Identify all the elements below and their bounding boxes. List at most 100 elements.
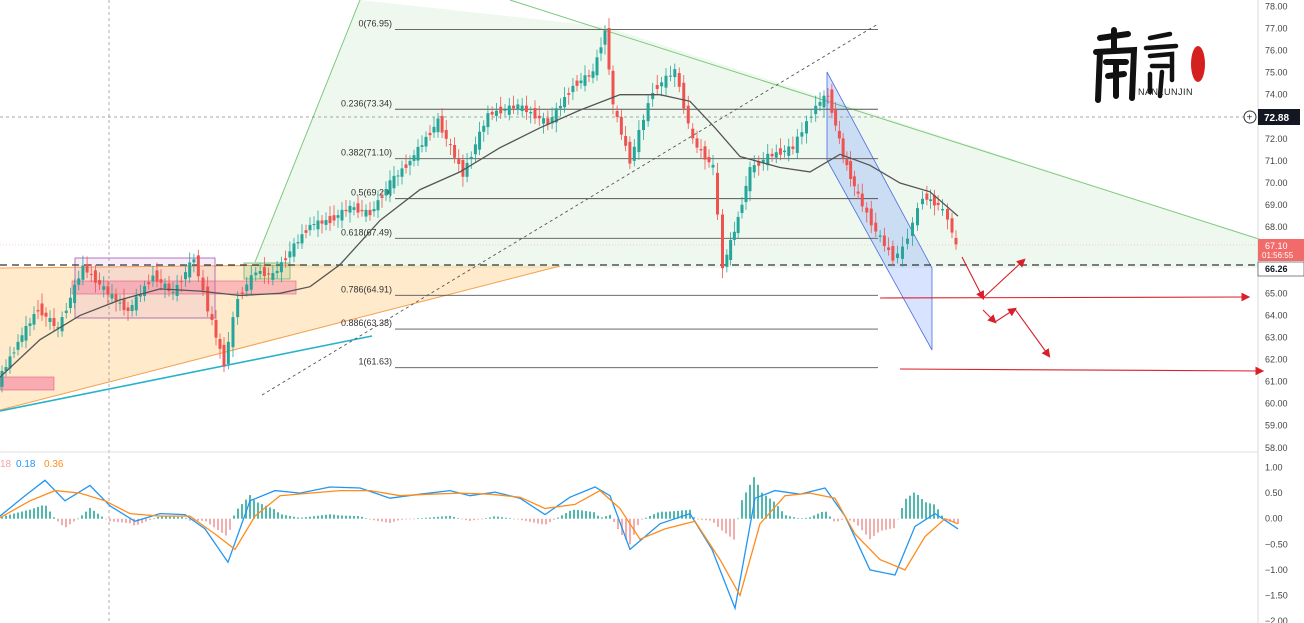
macd-histogram-bar bbox=[581, 511, 583, 519]
price-tick-label: 68.00 bbox=[1265, 222, 1288, 232]
macd-histogram-bar bbox=[197, 519, 199, 521]
fib-label-0.382: 0.382(71.10) bbox=[341, 148, 392, 158]
candle-body bbox=[94, 270, 97, 282]
candle-body bbox=[704, 146, 707, 159]
macd-histogram-bar bbox=[913, 493, 915, 519]
macd-histogram-bar bbox=[885, 519, 887, 530]
candle-body bbox=[393, 176, 396, 188]
pink-box-low[interactable] bbox=[0, 377, 54, 390]
macd-histogram-bar bbox=[705, 519, 707, 520]
macd-histogram-bar bbox=[149, 519, 151, 520]
macd-histogram-bar bbox=[777, 506, 779, 519]
macd-histogram-bar bbox=[837, 519, 839, 522]
candle-body bbox=[69, 298, 72, 308]
macd-histogram-bar bbox=[349, 516, 351, 519]
candle-body bbox=[98, 280, 101, 284]
candle-body bbox=[197, 255, 200, 276]
candle-body bbox=[642, 120, 645, 130]
candle-body bbox=[525, 106, 528, 112]
candle-body bbox=[745, 186, 748, 202]
macd-histogram-bar bbox=[185, 518, 187, 519]
candle-body bbox=[151, 276, 154, 282]
macd-histogram-bar bbox=[337, 515, 339, 518]
candle-body bbox=[737, 217, 740, 233]
macd-histogram-bar bbox=[793, 517, 795, 518]
candle-body bbox=[474, 144, 477, 154]
candle-body bbox=[73, 285, 76, 303]
macd-histogram-bar bbox=[881, 519, 883, 531]
candle-body bbox=[691, 129, 694, 139]
candle-body bbox=[280, 262, 283, 272]
projection-arrow[interactable] bbox=[983, 310, 995, 322]
projection-arrow[interactable] bbox=[1015, 309, 1049, 356]
candle-body bbox=[563, 97, 566, 107]
macd-histogram-bar bbox=[461, 519, 463, 520]
macd-histogram-bar bbox=[113, 519, 115, 522]
macd-histogram-bar bbox=[69, 519, 71, 525]
projection-arrows[interactable] bbox=[880, 257, 1262, 371]
macd-histogram-bar bbox=[301, 518, 303, 519]
candle-body bbox=[753, 165, 756, 172]
candle-body bbox=[512, 106, 515, 109]
candle-body bbox=[369, 210, 372, 215]
macd-histogram-bar bbox=[717, 519, 719, 527]
candle-body bbox=[791, 146, 794, 149]
macd-histogram-bar bbox=[797, 518, 799, 519]
macd-histogram-bar bbox=[33, 508, 35, 518]
macd-histogram-bar bbox=[737, 519, 739, 520]
candle-body bbox=[865, 208, 868, 213]
macd-histogram-bar bbox=[789, 516, 791, 518]
macd-legend-value-1: 18 bbox=[0, 459, 12, 470]
macd-histogram-bar bbox=[769, 499, 771, 519]
candle-body bbox=[470, 157, 473, 159]
candle-body bbox=[172, 292, 175, 293]
macd-legend-value-3: 0.36 bbox=[44, 459, 64, 470]
macd-histogram-bar bbox=[313, 516, 315, 519]
projection-arrow[interactable] bbox=[900, 369, 1262, 371]
macd-histogram-bar bbox=[585, 511, 587, 519]
candle-body bbox=[263, 267, 266, 276]
candle-body bbox=[887, 247, 890, 250]
macd-histogram-bar bbox=[229, 519, 231, 530]
projection-arrow[interactable] bbox=[880, 297, 1248, 298]
candle-body bbox=[600, 47, 603, 53]
pink-box-mid[interactable] bbox=[72, 281, 296, 294]
candle-body bbox=[33, 314, 36, 325]
candle-body bbox=[127, 307, 130, 311]
macd-histogram-bar bbox=[397, 519, 399, 521]
macd-histogram-bar bbox=[257, 503, 259, 519]
macd-histogram-bar bbox=[317, 516, 319, 519]
macd-histogram-bar bbox=[153, 519, 155, 520]
projection-arrow[interactable] bbox=[995, 309, 1015, 322]
macd-histogram-bar bbox=[933, 504, 935, 518]
logo-text: NANLUNJIN bbox=[1138, 87, 1193, 97]
macd-histogram-bar bbox=[921, 499, 923, 519]
macd-histogram-bar bbox=[217, 519, 219, 530]
macd-histogram-bar bbox=[925, 502, 927, 518]
macd-tick-label: −1.00 bbox=[1265, 565, 1288, 575]
macd-histogram-bar bbox=[509, 518, 511, 519]
price-tick-label: 60.00 bbox=[1265, 399, 1288, 409]
candle-body bbox=[700, 149, 703, 150]
bar-countdown: 01:56:55 bbox=[1262, 251, 1294, 260]
candle-body bbox=[741, 205, 744, 213]
candle-body bbox=[633, 147, 636, 161]
support-price-label: 66.26 bbox=[1258, 262, 1304, 276]
macd-histogram-bar bbox=[213, 519, 215, 528]
macd-histogram-bar bbox=[937, 509, 939, 518]
candle-body bbox=[215, 320, 218, 338]
candle-body bbox=[538, 116, 541, 119]
candle-body bbox=[86, 264, 89, 272]
candle-body bbox=[749, 167, 752, 191]
price-axis: 78.0077.0076.0075.0074.0073.0072.0071.00… bbox=[1265, 1, 1288, 623]
macd-histogram-bar bbox=[781, 511, 783, 518]
macd-histogram-bar bbox=[413, 519, 415, 520]
macd-histogram-bar bbox=[505, 518, 507, 519]
macd-histogram-bar bbox=[145, 519, 147, 522]
candle-body bbox=[796, 137, 799, 153]
macd-histogram-bar bbox=[889, 519, 891, 529]
macd-histogram-bar bbox=[221, 519, 223, 533]
macd-histogram-bar bbox=[53, 517, 55, 518]
candle-body bbox=[341, 210, 344, 221]
macd-histogram-bar bbox=[857, 519, 859, 526]
